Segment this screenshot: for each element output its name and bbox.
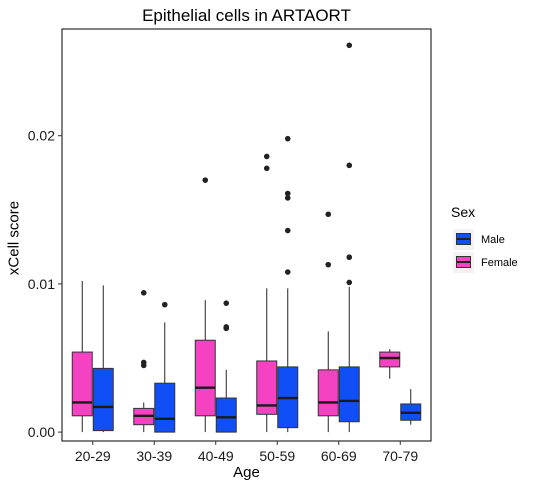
box-female — [71, 351, 93, 417]
outlier-point-female — [263, 165, 270, 172]
legend-key-female — [453, 252, 474, 273]
plot-panel — [61, 28, 432, 442]
box-male — [215, 397, 237, 433]
legend-title: Sex — [451, 204, 476, 220]
y-tick-label: 0.02 — [28, 128, 55, 144]
outlier-point-male — [346, 162, 353, 169]
box-female — [317, 369, 339, 417]
y-tick-label: 0.01 — [28, 276, 55, 292]
x-tick-label: 30-39 — [136, 448, 172, 464]
y-axis-label: xCell score — [5, 200, 23, 276]
outlier-point-male — [346, 254, 353, 261]
legend-swatch-female — [456, 256, 471, 268]
box-male — [154, 382, 176, 433]
outlier-point-female — [325, 211, 332, 218]
box-male — [92, 367, 114, 432]
outlier-point-male — [284, 135, 291, 142]
box-female — [194, 339, 216, 417]
chart-title: Epithelial cells in ARTAORT — [142, 6, 351, 25]
legend: Sex Male Female — [451, 204, 518, 274]
legend-key-male — [453, 229, 474, 250]
outlier-point-male — [284, 269, 291, 275]
x-tick-label: 50-59 — [259, 448, 295, 464]
x-tick-label: 70-79 — [382, 448, 418, 464]
x-tick-label: 60-69 — [321, 448, 357, 464]
outlier-point-male — [223, 325, 230, 332]
legend-label-female: Female — [481, 256, 518, 269]
outlier-point-female — [140, 289, 147, 296]
outlier-point-male — [284, 227, 291, 234]
outlier-point-male — [284, 195, 291, 201]
legend-item-female: Female — [453, 251, 518, 274]
box-female — [379, 351, 401, 368]
legend-item-male: Male — [453, 228, 518, 251]
legend-label-male: Male — [481, 233, 505, 246]
x-tick-label: 20-29 — [75, 448, 111, 464]
outlier-point-female — [202, 177, 209, 183]
y-tick-label: 0.00 — [28, 424, 55, 440]
outlier-point-female — [263, 153, 270, 160]
x-tick-label: 40-49 — [198, 448, 234, 464]
outlier-point-male — [346, 279, 353, 286]
outlier-point-male — [284, 190, 291, 197]
outlier-point-male — [161, 301, 168, 308]
outlier-point-male — [223, 300, 230, 306]
outlier-point-male — [346, 42, 353, 49]
box-female — [256, 360, 278, 415]
box-male — [338, 366, 360, 423]
outlier-point-female — [140, 362, 147, 369]
x-axis-label: Age — [233, 464, 260, 481]
legend-swatch-male — [456, 233, 471, 245]
outlier-point-female — [325, 261, 332, 268]
